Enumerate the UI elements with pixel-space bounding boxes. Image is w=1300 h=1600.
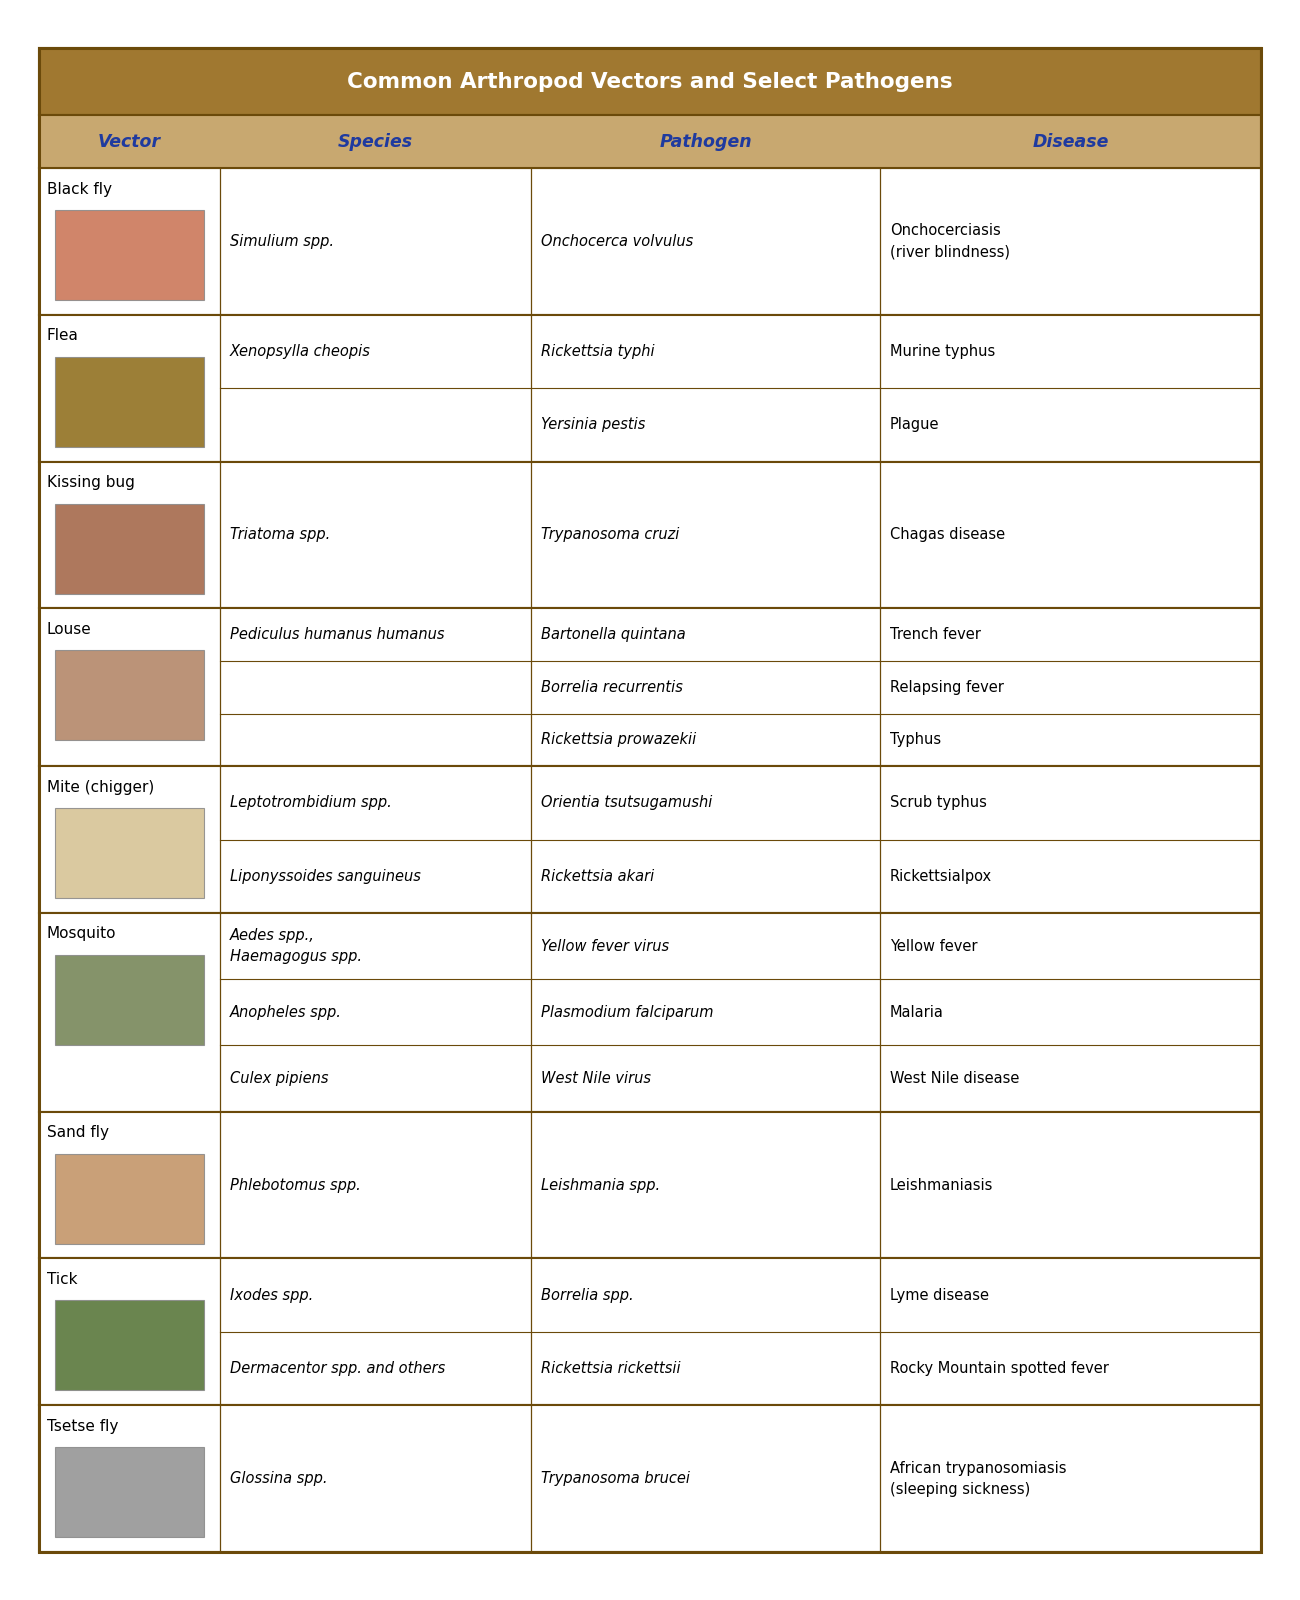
Text: Flea: Flea [47, 328, 79, 344]
Text: Common Arthropod Vectors and Select Pathogens: Common Arthropod Vectors and Select Path… [347, 72, 953, 91]
Text: Trench fever: Trench fever [889, 627, 980, 642]
Bar [39, 461, 1261, 608]
Text: Malaria: Malaria [889, 1005, 944, 1019]
Bar [56, 1301, 204, 1390]
Bar [39, 1405, 1261, 1552]
Text: Leishmaniasis: Leishmaniasis [889, 1178, 993, 1192]
Text: Pathogen: Pathogen [659, 133, 751, 150]
Bar [56, 955, 204, 1045]
Text: Typhus: Typhus [889, 733, 941, 747]
Text: Rickettsia typhi: Rickettsia typhi [542, 344, 655, 358]
Text: Leishmania spp.: Leishmania spp. [542, 1178, 660, 1192]
Text: Scrub typhus: Scrub typhus [889, 795, 987, 811]
Bar [56, 1154, 204, 1243]
Bar [39, 1259, 1261, 1405]
Text: Rickettsia rickettsii: Rickettsia rickettsii [542, 1362, 681, 1376]
Text: Tick: Tick [47, 1272, 78, 1286]
Text: Aedes spp.,: Aedes spp., [230, 928, 315, 942]
Bar [56, 650, 204, 741]
Text: Trypanosoma brucei: Trypanosoma brucei [542, 1470, 690, 1486]
Text: Rickettsia akari: Rickettsia akari [542, 869, 655, 883]
Text: Simulium spp.: Simulium spp. [230, 234, 334, 250]
Text: Anopheles spp.: Anopheles spp. [230, 1005, 342, 1019]
Text: West Nile virus: West Nile virus [542, 1070, 651, 1086]
Text: Chagas disease: Chagas disease [889, 528, 1005, 542]
Bar [39, 766, 1261, 914]
Text: Disease: Disease [1032, 133, 1109, 150]
Text: Rickettsia prowazekii: Rickettsia prowazekii [542, 733, 697, 747]
Text: Haemagogus spp.: Haemagogus spp. [230, 949, 361, 965]
Bar [39, 115, 1261, 168]
Text: Relapsing fever: Relapsing fever [889, 680, 1004, 694]
Text: Sand fly: Sand fly [47, 1125, 109, 1141]
Bar [39, 48, 1261, 115]
Text: Kissing bug: Kissing bug [47, 475, 135, 490]
Text: Mosquito: Mosquito [47, 926, 117, 941]
Bar [56, 210, 204, 301]
Text: West Nile disease: West Nile disease [889, 1070, 1019, 1086]
Text: Dermacentor spp. and others: Dermacentor spp. and others [230, 1362, 445, 1376]
Bar [39, 168, 1261, 315]
Text: Plague: Plague [889, 418, 939, 432]
Text: Murine typhus: Murine typhus [889, 344, 994, 358]
Text: Black fly: Black fly [47, 181, 112, 197]
Text: Tsetse fly: Tsetse fly [47, 1419, 118, 1434]
Text: Yellow fever virus: Yellow fever virus [542, 939, 670, 954]
Text: Plasmodium falciparum: Plasmodium falciparum [542, 1005, 714, 1019]
Text: Borrelia recurrentis: Borrelia recurrentis [542, 680, 684, 694]
Bar [56, 357, 204, 446]
Bar [39, 315, 1261, 461]
Text: Xenopsylla cheopis: Xenopsylla cheopis [230, 344, 370, 358]
Text: Pediculus humanus humanus: Pediculus humanus humanus [230, 627, 445, 642]
Bar [56, 1448, 204, 1538]
Text: Borrelia spp.: Borrelia spp. [542, 1288, 634, 1302]
Text: Vector: Vector [98, 133, 161, 150]
Text: Rickettsialpox: Rickettsialpox [889, 869, 992, 883]
Text: Liponyssoides sanguineus: Liponyssoides sanguineus [230, 869, 421, 883]
Bar [39, 608, 1261, 766]
Text: Leptotrombidium spp.: Leptotrombidium spp. [230, 795, 391, 811]
Text: Rocky Mountain spotted fever: Rocky Mountain spotted fever [889, 1362, 1109, 1376]
Text: Louse: Louse [47, 622, 92, 637]
Text: Lyme disease: Lyme disease [889, 1288, 989, 1302]
Bar [56, 504, 204, 594]
Text: Phlebotomus spp.: Phlebotomus spp. [230, 1178, 360, 1192]
Text: Onchocerca volvulus: Onchocerca volvulus [542, 234, 694, 250]
Text: Yellow fever: Yellow fever [889, 939, 978, 954]
Bar [56, 808, 204, 898]
Text: Bartonella quintana: Bartonella quintana [542, 627, 686, 642]
Text: Orientia tsutsugamushi: Orientia tsutsugamushi [542, 795, 712, 811]
Text: Triatoma spp.: Triatoma spp. [230, 528, 330, 542]
Text: Yersinia pestis: Yersinia pestis [542, 418, 646, 432]
Text: Culex pipiens: Culex pipiens [230, 1070, 329, 1086]
Bar [39, 914, 1261, 1112]
Text: Mite (chigger): Mite (chigger) [47, 779, 155, 795]
Text: Onchocerciasis: Onchocerciasis [889, 224, 1001, 238]
Text: Glossina spp.: Glossina spp. [230, 1470, 328, 1486]
Text: (sleeping sickness): (sleeping sickness) [889, 1482, 1030, 1496]
Text: Species: Species [338, 133, 413, 150]
Text: African trypanosomiasis: African trypanosomiasis [889, 1461, 1066, 1475]
Text: Trypanosoma cruzi: Trypanosoma cruzi [542, 528, 680, 542]
Text: Ixodes spp.: Ixodes spp. [230, 1288, 313, 1302]
Bar [39, 1112, 1261, 1259]
Text: (river blindness): (river blindness) [889, 245, 1010, 259]
